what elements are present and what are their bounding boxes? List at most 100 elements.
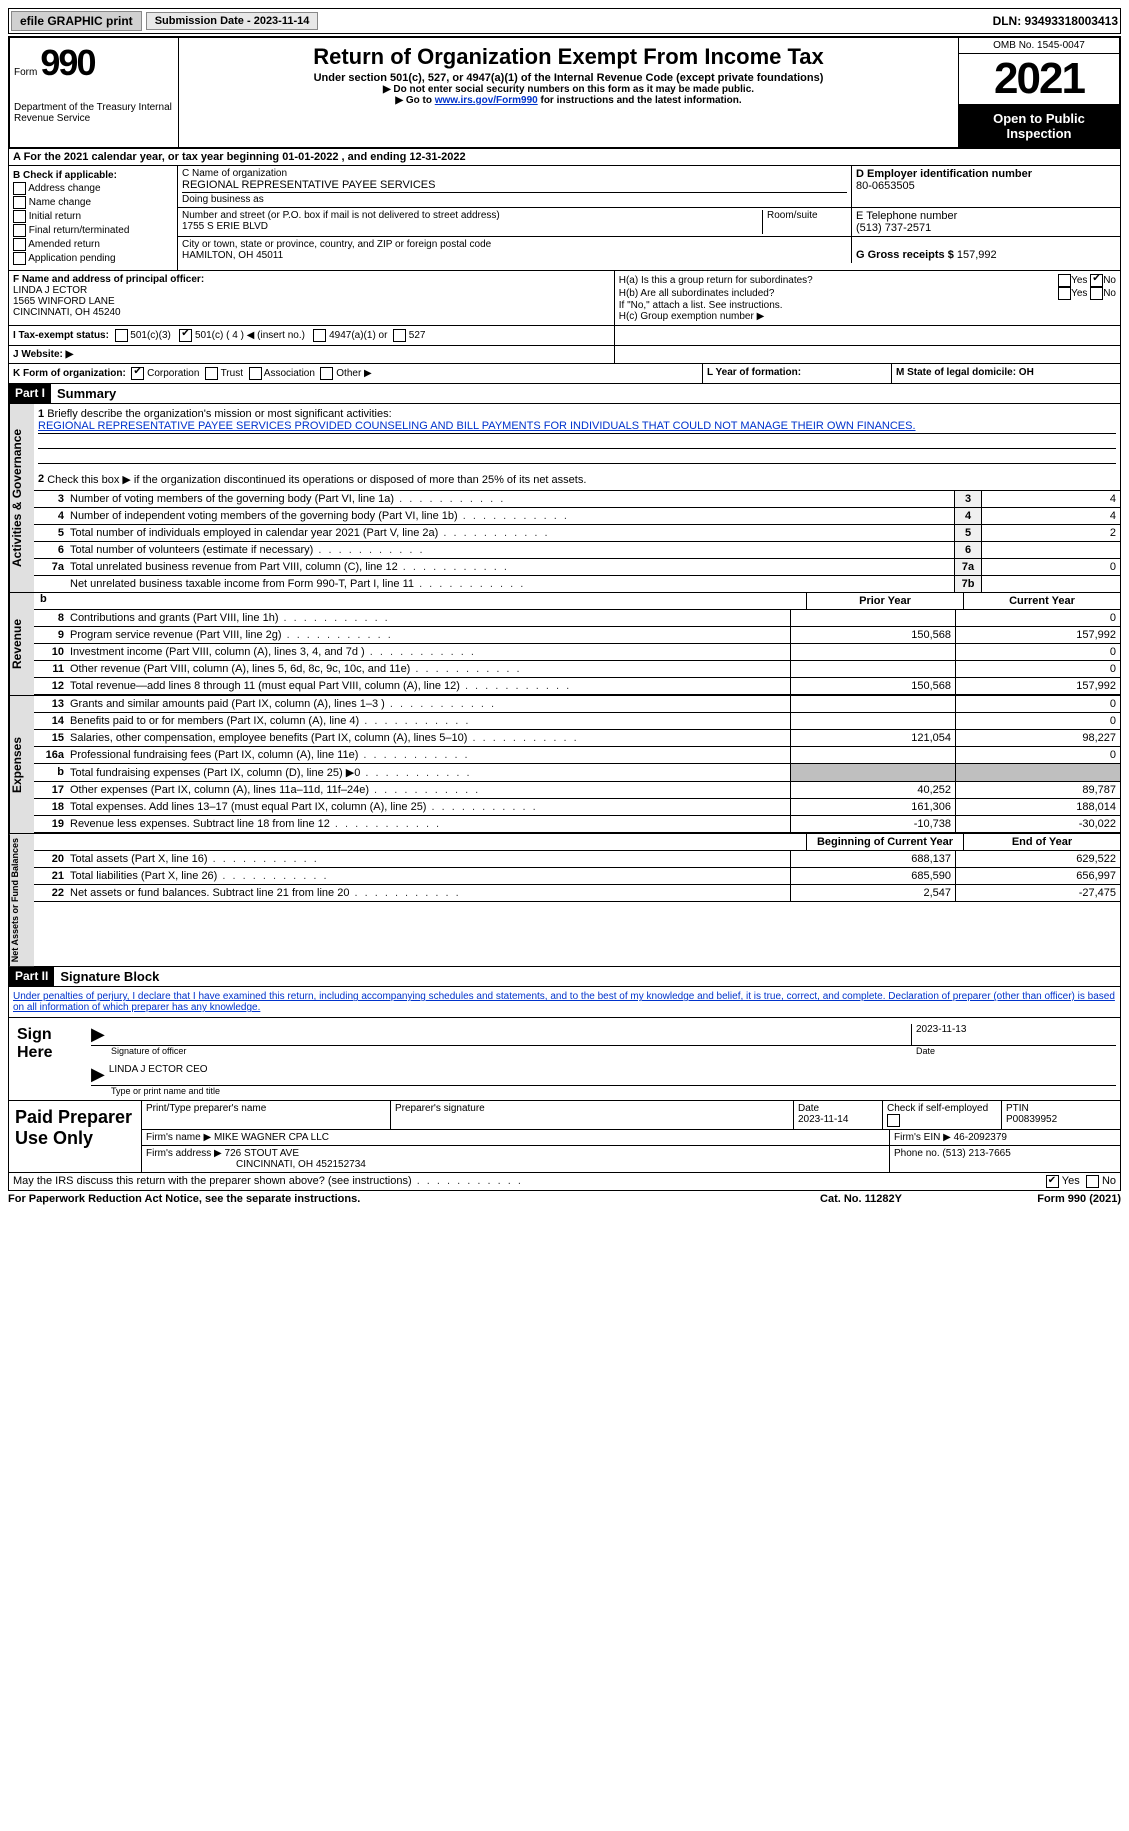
ha-label: H(a) Is this a group return for subordin…: [619, 275, 1058, 286]
city-value: HAMILTON, OH 45011: [182, 250, 847, 261]
fin-line: 8Contributions and grants (Part VIII, li…: [34, 610, 1120, 627]
org-name-label: C Name of organization: [182, 168, 847, 179]
firm-ein: 46-2092379: [954, 1132, 1007, 1143]
chk-final-return[interactable]: Final return/terminated: [13, 224, 173, 237]
part2-header-row: Part II Signature Block: [8, 967, 1121, 987]
officer-name: LINDA J ECTOR: [13, 285, 610, 296]
fin-line: 17Other expenses (Part IX, column (A), l…: [34, 782, 1120, 799]
firm-addr-label: Firm's address ▶: [146, 1148, 222, 1159]
printed-name: LINDA J ECTOR CEO: [109, 1064, 208, 1085]
submission-date: Submission Date - 2023-11-14: [146, 12, 319, 30]
row-j: J Website: ▶: [8, 346, 1121, 364]
header-right: OMB No. 1545-0047 2021 Open to Public In…: [959, 38, 1119, 147]
header-left: Form 990 Department of the Treasury Inte…: [10, 38, 179, 147]
fin-line: 22Net assets or fund balances. Subtract …: [34, 885, 1120, 902]
fin-line: 11Other revenue (Part VIII, column (A), …: [34, 661, 1120, 678]
ein-value: 80-0653505: [856, 180, 1116, 192]
top-bar: efile GRAPHIC print Submission Date - 20…: [8, 8, 1121, 34]
entity-block: B Check if applicable: Address change Na…: [8, 166, 1121, 271]
chk-initial-return[interactable]: Initial return: [13, 210, 173, 223]
line1-label: Briefly describe the organization's miss…: [47, 408, 391, 420]
phone-label: E Telephone number: [856, 210, 1116, 222]
col-prior-year: Prior Year: [806, 593, 963, 609]
ha-yes[interactable]: [1058, 274, 1071, 287]
efile-print-button[interactable]: efile GRAPHIC print: [11, 11, 142, 31]
gross-receipts-value: 157,992: [957, 249, 997, 261]
chk-4947[interactable]: [313, 329, 326, 342]
box-b-label: B Check if applicable:: [13, 170, 173, 181]
chk-assoc[interactable]: [249, 367, 262, 380]
goto-note: Go to www.irs.gov/Form990 for instructio…: [183, 95, 954, 106]
dba-label: Doing business as: [182, 194, 847, 205]
firm-addr1: 726 STOUT AVE: [225, 1148, 299, 1159]
officer-addr1: 1565 WINFORD LANE: [13, 296, 610, 307]
fin-line: 9Program service revenue (Part VIII, lin…: [34, 627, 1120, 644]
cat-no: Cat. No. 11282Y: [761, 1193, 961, 1205]
firm-ein-label: Firm's EIN ▶: [894, 1132, 951, 1143]
chk-application-pending[interactable]: Application pending: [13, 252, 173, 265]
form-word: Form: [14, 67, 37, 78]
fin-line: bTotal fundraising expenses (Part IX, co…: [34, 764, 1120, 782]
fin-line: 14Benefits paid to or for members (Part …: [34, 713, 1120, 730]
hb-yes[interactable]: [1058, 287, 1071, 300]
chk-name-change[interactable]: Name change: [13, 196, 173, 209]
printed-name-label: Type or print name and title: [91, 1086, 1116, 1096]
firm-addr2: CINCINNATI, OH 452152734: [146, 1159, 366, 1170]
part1-title: Summary: [51, 384, 122, 403]
form-header: Form 990 Department of the Treasury Inte…: [8, 36, 1121, 149]
paperwork-notice: For Paperwork Reduction Act Notice, see …: [8, 1193, 761, 1205]
declaration-text: Under penalties of perjury, I declare th…: [13, 991, 1115, 1013]
vtab-revenue: Revenue: [9, 593, 34, 695]
sign-here-block: Sign Here ▶ 2023-11-13 Signature of offi…: [8, 1018, 1121, 1101]
summary-line: 5Total number of individuals employed in…: [34, 525, 1120, 542]
paid-preparer-block: Paid Preparer Use Only Print/Type prepar…: [8, 1101, 1121, 1173]
chk-501c3[interactable]: [115, 329, 128, 342]
firm-phone-label: Phone no.: [894, 1148, 940, 1159]
summary-line: 4Number of independent voting members of…: [34, 508, 1120, 525]
part1-header-row: Part I Summary: [8, 384, 1121, 404]
calendar-year-row: A For the 2021 calendar year, or tax yea…: [8, 149, 1121, 166]
chk-amended-return[interactable]: Amended return: [13, 238, 173, 251]
sig-officer-label: Signature of officer: [91, 1046, 916, 1056]
street-label: Number and street (or P.O. box if mail i…: [182, 210, 762, 221]
col-begin-year: Beginning of Current Year: [806, 834, 963, 850]
chk-trust[interactable]: [205, 367, 218, 380]
phone-value: (513) 737-2571: [856, 222, 1116, 234]
header-title: Return of Organization Exempt From Incom…: [179, 38, 959, 147]
footer-note: For Paperwork Reduction Act Notice, see …: [8, 1191, 1121, 1207]
ha-no[interactable]: [1090, 274, 1103, 287]
ein-label: D Employer identification number: [856, 168, 1116, 180]
state-domicile: M State of legal domicile: OH: [896, 367, 1034, 378]
col-end-year: End of Year: [963, 834, 1120, 850]
omb-number: OMB No. 1545-0047: [959, 38, 1119, 54]
hb-no[interactable]: [1090, 287, 1103, 300]
prep-date-value: 2023-11-14: [798, 1114, 848, 1125]
chk-other[interactable]: [320, 367, 333, 380]
hb-note: If "No," attach a list. See instructions…: [619, 300, 1116, 311]
discuss-no[interactable]: [1086, 1175, 1099, 1188]
hb-label: H(b) Are all subordinates included?: [619, 288, 1058, 299]
revenue-section: Revenue b Prior Year Current Year 8Contr…: [8, 593, 1121, 696]
chk-501c[interactable]: [179, 329, 192, 342]
fin-line: 20Total assets (Part X, line 16)688,1376…: [34, 851, 1120, 868]
vtab-activities: Activities & Governance: [9, 404, 34, 592]
fin-line: 21Total liabilities (Part X, line 26)685…: [34, 868, 1120, 885]
tax-exempt-label: I Tax-exempt status:: [13, 330, 109, 341]
chk-address-change[interactable]: Address change: [13, 182, 173, 195]
discuss-text: May the IRS discuss this return with the…: [13, 1175, 1046, 1188]
self-employed-check[interactable]: Check if self-employed: [883, 1101, 1002, 1129]
chk-527[interactable]: [393, 329, 406, 342]
firm-phone: (513) 213-7665: [942, 1148, 1010, 1159]
col-current-year: Current Year: [963, 593, 1120, 609]
sig-date-label: Date: [916, 1046, 1116, 1056]
firm-name-label: Firm's name ▶: [146, 1132, 211, 1143]
box-f: F Name and address of principal officer:…: [9, 271, 615, 325]
fin-line: 15Salaries, other compensation, employee…: [34, 730, 1120, 747]
chk-corp[interactable]: [131, 367, 144, 380]
part2-title: Signature Block: [54, 967, 165, 986]
row-i: I Tax-exempt status: 501(c)(3) 501(c) ( …: [8, 326, 1121, 346]
summary-line: 3Number of voting members of the governi…: [34, 491, 1120, 508]
irs-link[interactable]: www.irs.gov/Form990: [435, 95, 538, 106]
discuss-yes[interactable]: [1046, 1175, 1059, 1188]
street-value: 1755 S ERIE BLVD: [182, 221, 762, 232]
